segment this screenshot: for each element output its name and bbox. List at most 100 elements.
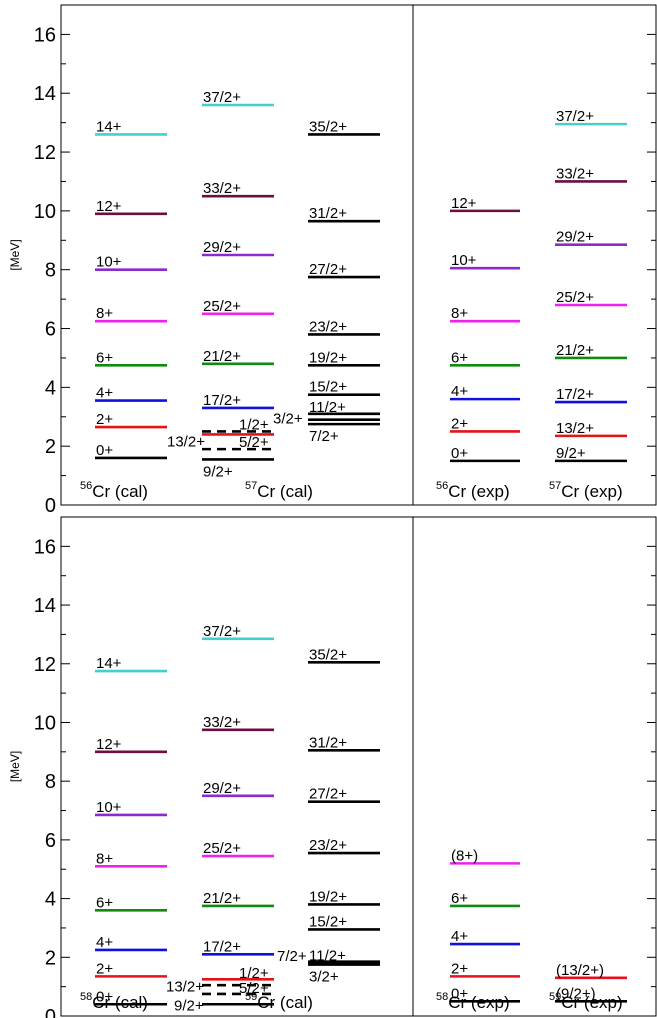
level-label: 10+ xyxy=(96,799,122,816)
y-tick-label: 12 xyxy=(34,142,56,164)
panel-top-cr56-cr57: 0 2 4 6 8 10 12 14 16 [MeV] 0+ 2+ 4+ 6+ 8+ 10+ 12+ 14+ 9/2… xyxy=(8,5,656,517)
level-label: 37/2+ xyxy=(203,89,241,106)
element-symbol: Cr (exp) xyxy=(448,993,509,1012)
element-symbol: Cr (cal) xyxy=(257,993,313,1012)
level-label: 10+ xyxy=(96,254,122,271)
level-column: 3/2+7/2+ 11/2+ 15/2+ 19/2+ 23/2+ 27/2+ 31/2+ 35… xyxy=(277,646,380,985)
level-label: 25/2+ xyxy=(203,298,241,315)
level-label: 25/2+ xyxy=(203,840,241,857)
level-label: 15/2+ xyxy=(309,913,347,930)
level-label: 29/2+ xyxy=(203,780,241,797)
level-column: 9/2+ 5/2+ 13/2+ 1/2+ 17/2+ 21/2+ 25/2+ 29/2+ 33/… xyxy=(167,89,274,480)
y-axis-label: [MeV] xyxy=(8,239,22,270)
level-label: 2+ xyxy=(96,411,113,428)
level-label: 27/2+ xyxy=(309,261,347,278)
y-tick-label: 8 xyxy=(45,260,56,282)
level-label: (8+) xyxy=(451,847,478,864)
mass-number: 59 xyxy=(245,991,257,1003)
level-label: 11/2+ xyxy=(309,948,346,965)
y-tick-label: 0 xyxy=(45,1006,56,1018)
level-label: 27/2+ xyxy=(309,786,347,803)
mass-number: 59 xyxy=(549,991,561,1003)
nucleus-label: 56Cr (exp) xyxy=(436,480,510,501)
level-label: 0+ xyxy=(96,442,113,459)
nucleus-label: 58Cr (cal) xyxy=(80,991,148,1012)
level-column: 0+ 2+ 4+ 6+ (8+) xyxy=(450,847,520,1002)
element-symbol: Cr (exp) xyxy=(448,482,509,501)
level-label: 25/2+ xyxy=(556,289,594,306)
y-tick-label: 6 xyxy=(45,319,56,341)
level-label: 11/2+ xyxy=(309,399,346,416)
level-label: 14+ xyxy=(96,655,122,672)
level-label: 13/2+ xyxy=(167,433,205,450)
level-label: 10+ xyxy=(451,252,477,269)
level-label: 31/2+ xyxy=(309,205,347,222)
level-label: 8+ xyxy=(96,305,113,322)
element-symbol: Cr (cal) xyxy=(92,482,148,501)
level-column: 9/2+ 5/2+1/2+ 13/2+ 17/2+ 21/2+ 25/2+ 29/2+ 33/… xyxy=(166,623,274,1014)
level-label: 2+ xyxy=(451,960,468,977)
nucleus-label: 59Cr (exp) xyxy=(549,991,623,1012)
level-label: 21/2+ xyxy=(203,348,241,365)
mass-number: 57 xyxy=(549,480,561,492)
element-symbol: Cr (exp) xyxy=(561,993,622,1012)
level-label: 13/2+ xyxy=(556,420,594,437)
level-label: 8+ xyxy=(451,305,468,322)
y-axis-label: [MeV] xyxy=(8,751,22,782)
y-tick-label: 4 xyxy=(45,377,56,399)
mass-number: 56 xyxy=(436,480,448,492)
level-label: 19/2+ xyxy=(309,349,347,366)
level-label: 6+ xyxy=(96,349,113,366)
level-label: 33/2+ xyxy=(203,180,241,197)
y-tick-label: 2 xyxy=(45,436,56,458)
level-column: 7/2+ 3/2+ 11/2+ 15/2+ 19/2+ 23/2+ 27/2+ 31/2+ 35… xyxy=(273,118,380,445)
level-label: 14+ xyxy=(96,118,122,135)
level-label: 17/2+ xyxy=(203,938,241,955)
level-label: 9/2+ xyxy=(556,445,586,462)
nucleus-label: 56Cr (cal) xyxy=(80,480,148,501)
nucleus-label: 57Cr (cal) xyxy=(245,480,313,501)
level-label: 7/2+ xyxy=(277,948,307,965)
y-tick-label: 10 xyxy=(34,201,56,223)
level-label: 35/2+ xyxy=(309,646,347,663)
level-column: 0+ 2+ 4+ 6+ 8+ 10+ 12+ 14+ xyxy=(95,655,167,1005)
level-label: 9/2+ xyxy=(203,463,233,480)
y-tick-label: 2 xyxy=(45,947,56,969)
level-label: 4+ xyxy=(451,383,468,400)
level-column: 0+ 2+ 4+ 6+ 8+ 10+ 12+ 14+ xyxy=(95,118,167,459)
level-label: 31/2+ xyxy=(309,734,347,751)
level-label: 21/2+ xyxy=(556,342,594,359)
level-label: 9/2+ xyxy=(174,997,204,1014)
level-label: 17/2+ xyxy=(556,386,594,403)
level-label: 1/2+ xyxy=(239,416,269,433)
level-label: 15/2+ xyxy=(309,379,347,396)
level-label: 13/2+ xyxy=(166,978,204,995)
level-label: 37/2+ xyxy=(556,108,594,125)
level-label: 4+ xyxy=(96,385,113,402)
level-label: 17/2+ xyxy=(203,392,241,409)
level-label: 2+ xyxy=(96,960,113,977)
level-label: 23/2+ xyxy=(309,318,347,335)
level-label: 23/2+ xyxy=(309,837,347,854)
level-label: 29/2+ xyxy=(556,229,594,246)
mass-number: 56 xyxy=(80,480,92,492)
y-tick-label: 0 xyxy=(45,495,56,517)
y-tick-label: 14 xyxy=(34,595,56,617)
level-label: 8+ xyxy=(96,850,113,867)
mass-number: 58 xyxy=(80,991,92,1003)
element-symbol: Cr (exp) xyxy=(561,482,622,501)
level-label: 2+ xyxy=(451,415,468,432)
level-label: 5/2+ xyxy=(239,434,269,451)
y-tick-label: 10 xyxy=(34,712,56,734)
y-tick-label: 16 xyxy=(34,536,56,558)
level-label: 6+ xyxy=(451,349,468,366)
level-label: 7/2+ xyxy=(309,428,339,445)
level-label: 3/2+ xyxy=(273,411,303,428)
y-tick-label: 14 xyxy=(34,83,56,105)
level-label: 3/2+ xyxy=(309,969,339,986)
level-label: 19/2+ xyxy=(309,888,347,905)
level-label: 33/2+ xyxy=(556,165,594,182)
nucleus-label: 59Cr (cal) xyxy=(245,991,313,1012)
level-label: 0+ xyxy=(451,445,468,462)
